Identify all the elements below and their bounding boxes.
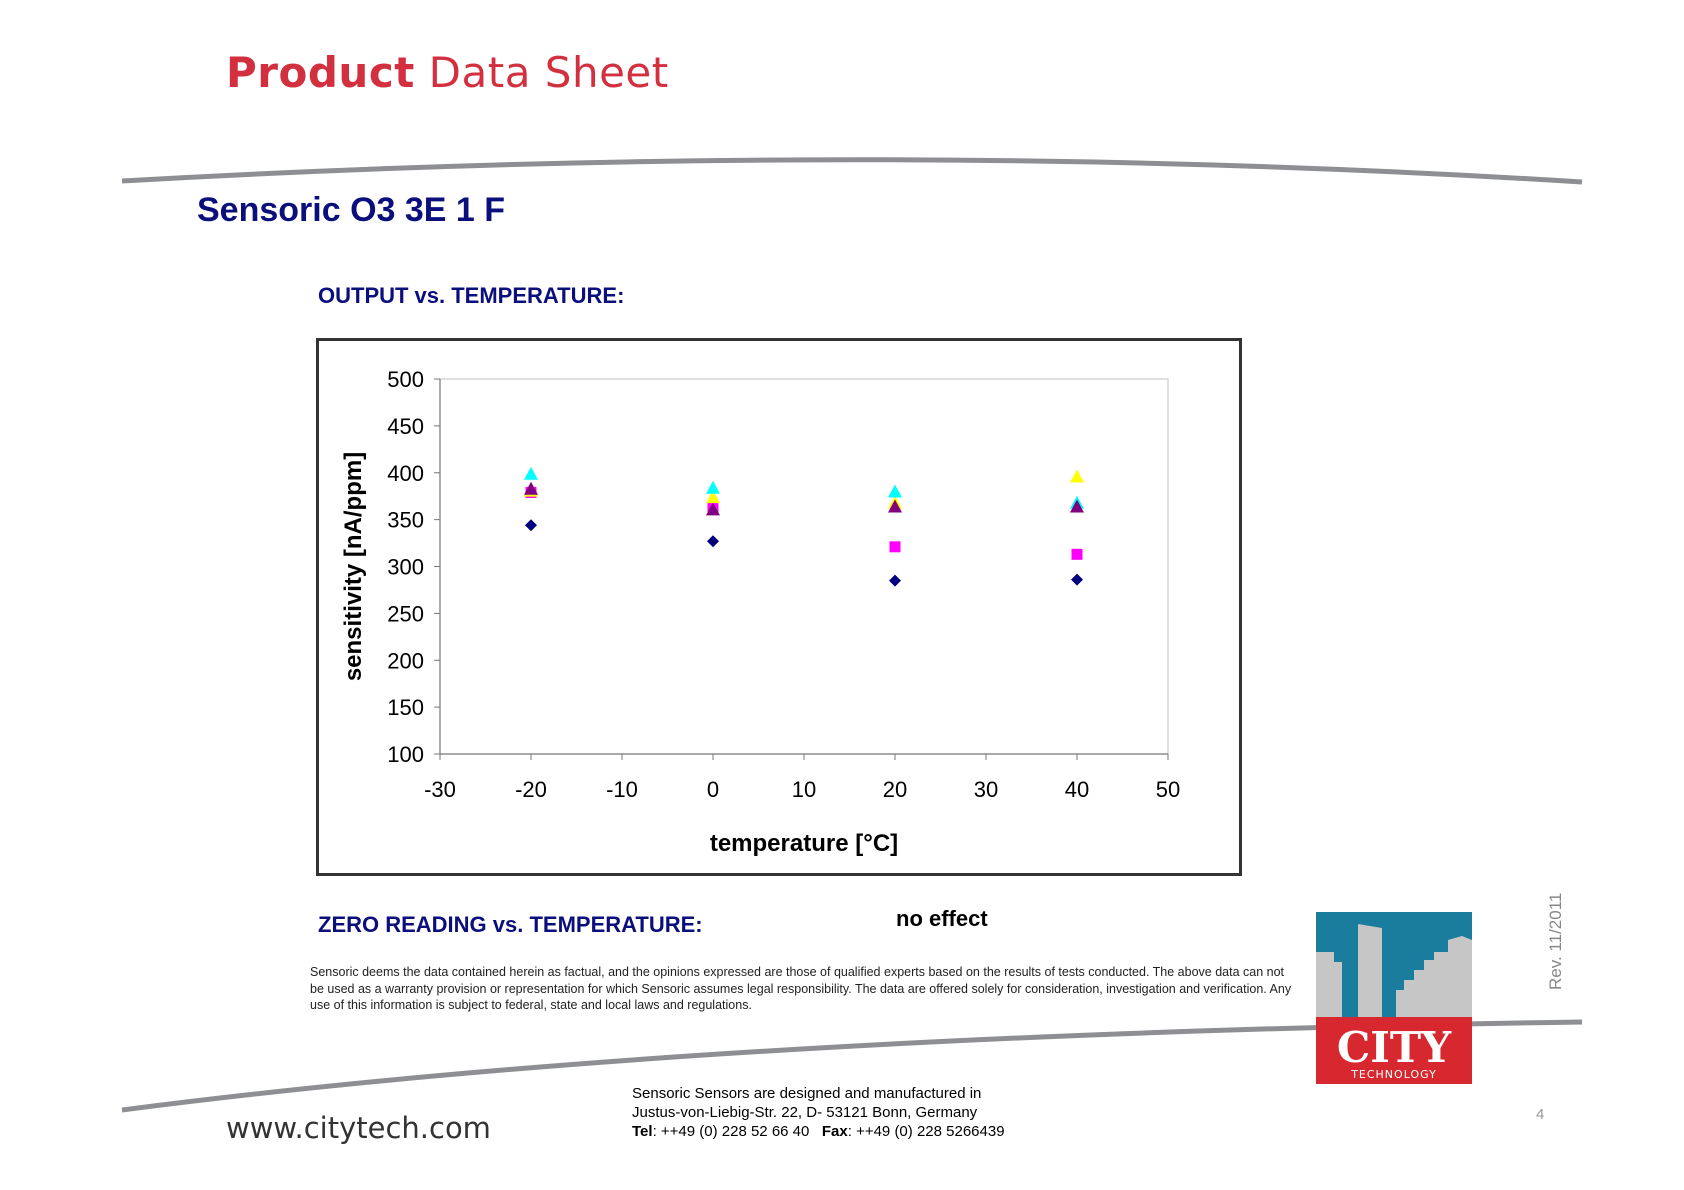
x-tick-label: -10 [606,777,638,802]
disclaimer-text: Sensoric deems the data contained herein… [310,965,1292,1012]
contact-line: Tel: ++49 (0) 228 52 66 40 Fax: ++49 (0)… [632,1122,1005,1141]
x-tick-label: 0 [707,777,719,802]
y-tick-label: 400 [387,461,424,486]
data-point-square [1071,548,1083,560]
address-line-1: Sensoric Sensors are designed and manufa… [632,1085,982,1102]
data-point-diamond [525,519,537,532]
data-point-square [889,541,901,553]
x-tick-label: 40 [1065,777,1089,802]
data-point-triangle [1070,499,1084,513]
data-point-diamond [889,574,901,587]
data-point-triangle [888,484,902,498]
logo-building-left [1316,952,1342,1017]
y-tick-label: 150 [387,695,424,720]
chart-svg: 500 450 400 350 300 250 200 150 100-30 -20 -10 0 10 2… [340,367,1180,857]
address-line-2: Justus-von-Liebig-Str. 22, D- 53121 Bonn… [632,1104,978,1121]
x-tick-label: 30 [974,777,998,802]
revision-label: Rev. 11/2011 [1546,892,1565,990]
tel-value: : ++49 (0) 228 52 66 40 [652,1123,810,1140]
logo-red-band [1316,1017,1472,1084]
footer-address: Sensoric Sensors are designed and manufa… [632,1084,1005,1141]
y-tick-label: 300 [387,555,424,580]
city-technology-logo: CITY TECHNOLOGY [1316,912,1472,1084]
x-tick-label: -30 [424,777,456,802]
x-tick-label: 10 [792,777,816,802]
logo-building-skyline [1396,936,1472,1017]
fax-value: : ++49 (0) 228 5266439 [847,1123,1005,1140]
data-point-triangle [1070,469,1084,483]
y-tick-label: 500 [387,367,424,392]
header-title-rest: Data Sheet [428,48,669,97]
x-tick-label: -20 [515,777,547,802]
logo-subtext: TECHNOLOGY [1350,1068,1437,1081]
header-swoosh [121,157,1583,185]
sensitivity-chart: 500 450 400 350 300 250 200 150 100 -30 -20 -10 0 10 2… [316,338,1242,876]
document-header: Product Data Sheet [226,48,669,97]
data-point-triangle [706,490,720,504]
x-tick-label: 20 [883,777,907,802]
y-tick-label: 450 [387,414,424,439]
x-tick-label: 50 [1156,777,1180,802]
plot-area [439,378,1169,755]
data-point-triangle [706,502,720,516]
y-axis-label: sensitivity [nA/ppm] [340,452,367,681]
zero-reading-value: no effect [896,906,988,931]
data-point-triangle [706,480,720,494]
logo-building-tall [1358,924,1382,1017]
data-point-triangle [524,466,538,480]
data-point-diamond [707,535,719,548]
y-tick-label: 250 [387,601,424,626]
data-point-triangle [524,481,538,495]
y-tick-label: 200 [387,648,424,673]
y-tick-label: 350 [387,508,424,533]
tel-label: Tel [632,1123,653,1140]
x-axis-label: temperature [°C] [710,830,898,857]
y-tick-label: 100 [387,742,424,767]
zero-section-heading: ZERO READING vs. TEMPERATURE: [318,912,703,937]
data-point-triangle [888,499,902,513]
header-title-bold: Product [226,48,415,97]
data-point-diamond [1071,573,1083,586]
product-title: Sensoric O3 3E 1 F [197,191,506,229]
logo-text: CITY [1337,1023,1452,1072]
output-section-heading: OUTPUT vs. TEMPERATURE: [318,283,625,308]
page-number: 4 [1536,1106,1545,1123]
fax-label: Fax [821,1123,848,1140]
website-link[interactable]: www.citytech.com [226,1111,491,1145]
